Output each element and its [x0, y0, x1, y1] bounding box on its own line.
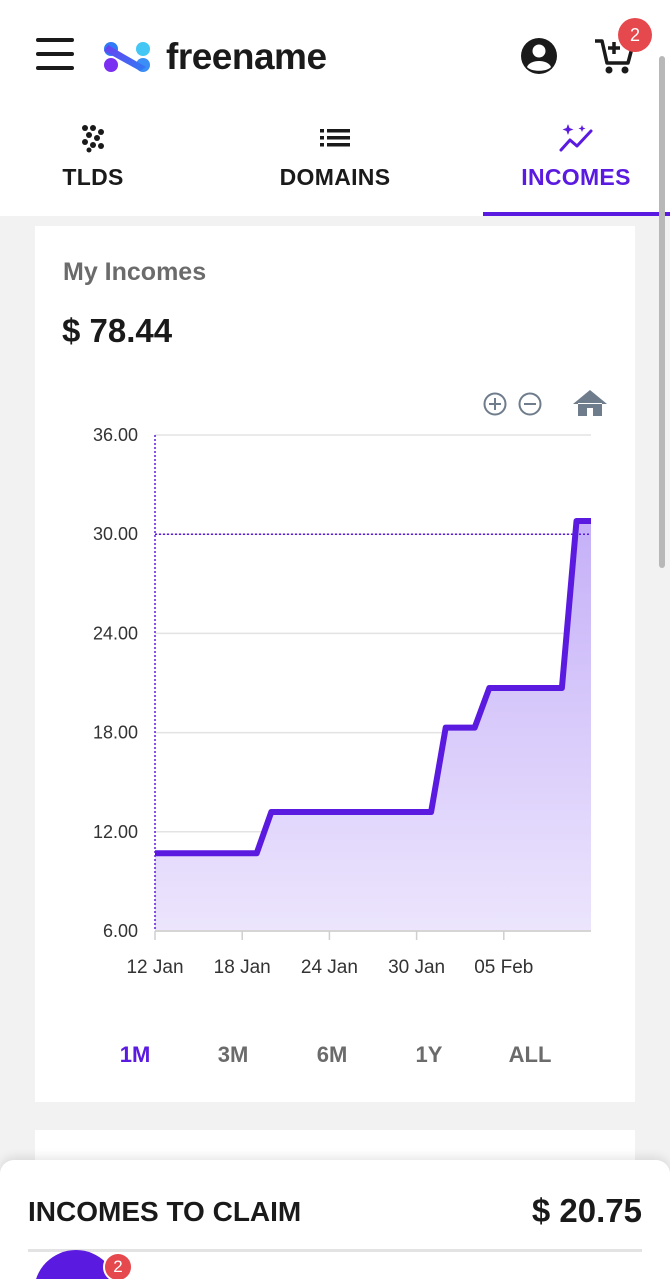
zoom-out-icon[interactable]: [518, 392, 542, 416]
y-tick-label: 30.00: [93, 524, 138, 544]
home-icon[interactable]: [573, 390, 607, 416]
income-chart[interactable]: 36.00 30.00 24.00 18.00 12.00 6.00 12 Jan 18 J…: [35, 226, 635, 1026]
cart-count-badge: 2: [618, 18, 652, 52]
brand-name: freename: [166, 36, 327, 77]
zoom-in-icon[interactable]: [483, 392, 507, 416]
my-incomes-card: My Incomes $ 78.44 36.00 30.00 24.00 18.00 1…: [35, 226, 635, 1102]
account-icon[interactable]: [520, 37, 558, 75]
tab-domains[interactable]: DOMAINS: [235, 110, 435, 216]
y-tick-label: 6.00: [103, 921, 138, 941]
tab-incomes-label: INCOMES: [521, 164, 631, 190]
range-3m[interactable]: 3M: [217, 1042, 249, 1067]
tab-domains-label: DOMAINS: [279, 164, 391, 190]
x-tick-label: 24 Jan: [301, 957, 358, 978]
page-scrollbar[interactable]: [659, 56, 665, 568]
x-tick-label: 18 Jan: [214, 957, 271, 978]
range-6m[interactable]: 6M: [316, 1042, 348, 1067]
claim-divider: [28, 1249, 642, 1252]
section-tabs: TLDS DOMAINS INCOMES: [0, 110, 670, 216]
y-tick-label: 24.00: [93, 623, 138, 643]
card-title: My Incomes: [63, 258, 207, 286]
total-income-amount: $ 78.44: [62, 312, 173, 349]
tab-tlds-label: TLDS: [62, 164, 124, 190]
dots-grid-icon: [82, 125, 104, 153]
sparkle-chart-icon: [559, 124, 593, 152]
list-icon: [320, 129, 350, 147]
income-area: [155, 521, 591, 931]
range-all[interactable]: ALL: [508, 1042, 552, 1067]
menu-icon[interactable]: [36, 36, 74, 72]
y-tick-label: 36.00: [93, 425, 138, 445]
y-tick-label: 18.00: [93, 723, 138, 743]
y-tick-label: 12.00: [93, 822, 138, 842]
time-range-selector: 1M 3M 6M 1Y ALL: [35, 1042, 635, 1072]
x-tick-label: 30 Jan: [388, 957, 445, 978]
cart-icon[interactable]: [592, 36, 636, 76]
income-line: [155, 518, 591, 857]
tab-incomes[interactable]: INCOMES: [476, 110, 670, 216]
claim-amount: $ 20.75: [531, 1192, 642, 1229]
chat-badge: 2: [103, 1252, 133, 1279]
app-header: freename 2: [0, 0, 670, 110]
tab-tlds[interactable]: TLDS: [0, 110, 193, 216]
range-1y[interactable]: 1Y: [415, 1042, 443, 1067]
x-tick-label: 05 Feb: [474, 957, 533, 978]
x-tick-label: 12 Jan: [126, 957, 183, 978]
freename-logo-icon: [104, 42, 150, 72]
active-tab-indicator: [483, 212, 670, 216]
range-1m[interactable]: 1M: [119, 1042, 151, 1067]
claim-label: INCOMES TO CLAIM: [28, 1196, 302, 1227]
brand-logo[interactable]: freename: [100, 36, 327, 78]
